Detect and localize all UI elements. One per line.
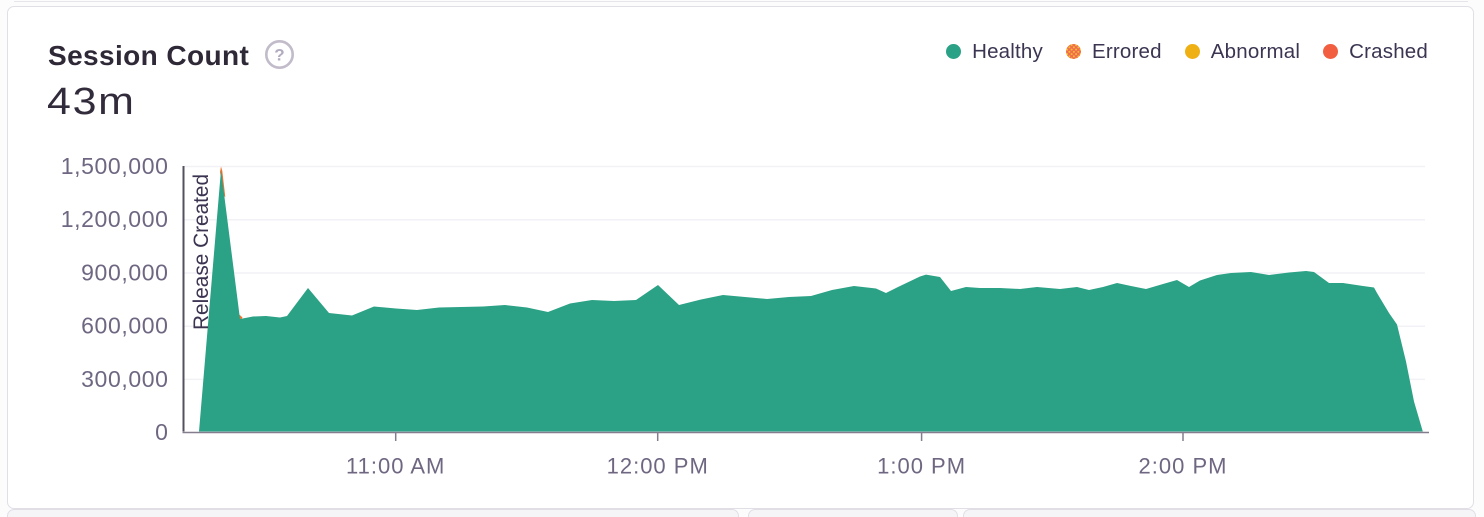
svg-text:0: 0 [155, 419, 168, 445]
svg-text:1,500,000: 1,500,000 [61, 153, 169, 179]
svg-text:600,000: 600,000 [81, 313, 168, 339]
svg-text:?: ? [274, 46, 284, 65]
svg-text:1:00 PM: 1:00 PM [877, 454, 966, 479]
svg-text:900,000: 900,000 [81, 260, 168, 286]
svg-text:12:00 PM: 12:00 PM [607, 454, 709, 479]
svg-text:300,000: 300,000 [81, 366, 168, 392]
svg-text:11:00 AM: 11:00 AM [346, 454, 445, 479]
svg-text:Release Created: Release Created [190, 174, 213, 330]
svg-text:1,200,000: 1,200,000 [61, 206, 169, 232]
svg-text:2:00 PM: 2:00 PM [1139, 454, 1228, 479]
